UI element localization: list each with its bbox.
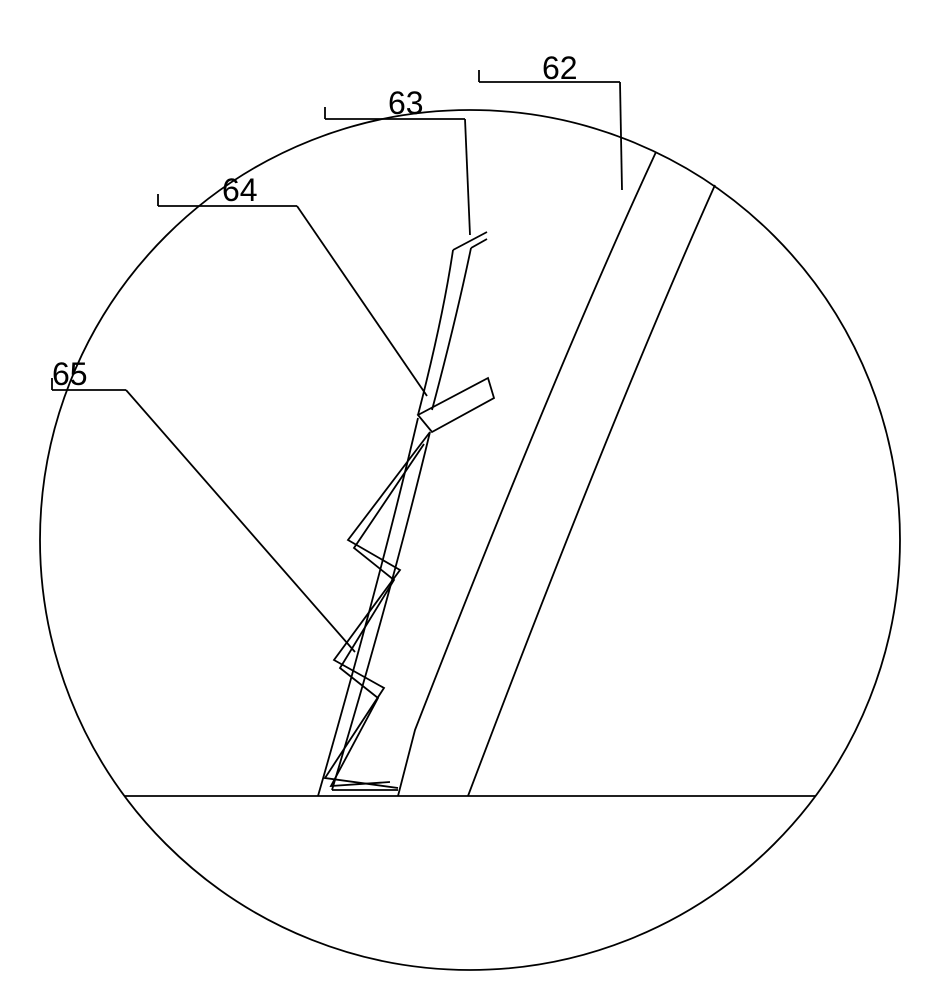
callout-label-65: 65 — [52, 356, 88, 393]
diagram-canvas — [0, 0, 930, 1000]
callout-label-64: 64 — [222, 172, 258, 209]
callout-label-62: 62 — [542, 50, 578, 87]
callout-label-63: 63 — [388, 85, 424, 122]
